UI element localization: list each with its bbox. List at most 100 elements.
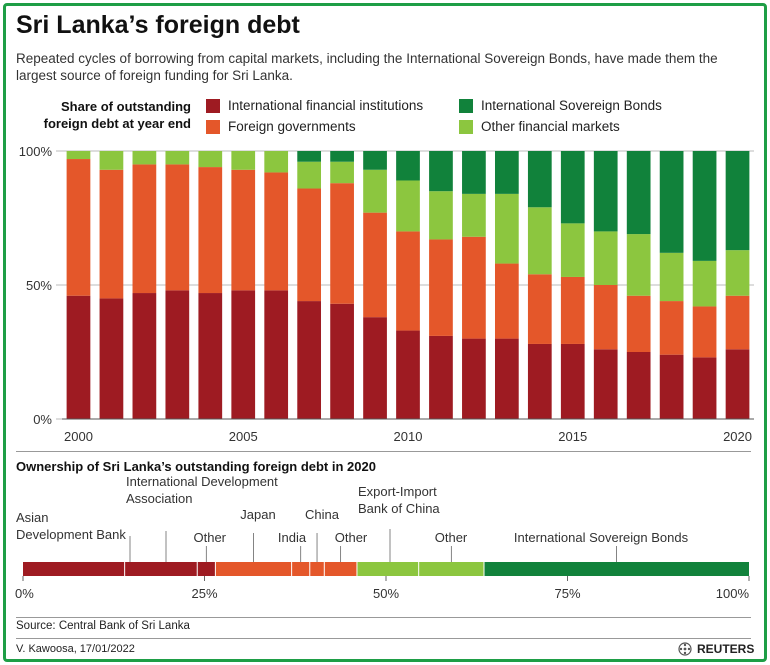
segment-3 — [215, 562, 292, 576]
ownership-tick-label: 75% — [554, 586, 580, 601]
bar-ifi-2015 — [560, 343, 585, 419]
segment-4 — [291, 562, 310, 576]
bar-ifi-2005 — [231, 290, 256, 419]
bar-ifi-2006 — [264, 290, 289, 419]
chart-frame: Sri Lanka’s foreign debt Repeated cycles… — [3, 3, 767, 662]
chart-subtitle: Repeated cycles of borrowing from capita… — [16, 51, 718, 83]
segment-label: Other — [435, 530, 468, 545]
bar-fg-2012 — [462, 236, 486, 339]
bar-fg-2011 — [429, 239, 453, 336]
bar-ofm-2009 — [363, 169, 387, 213]
bar-isb-2012 — [462, 151, 486, 194]
bar-isb-2007 — [297, 151, 322, 162]
bar-ifi-2001 — [99, 298, 124, 419]
source-note: Source: Central Bank of Sri Lanka — [16, 620, 190, 632]
bar-ofm-2016 — [593, 231, 618, 285]
bar-ofm-2003 — [165, 151, 190, 165]
segment-label: India — [278, 530, 307, 545]
legend-item-ofm: Other financial markets — [459, 119, 620, 134]
bar-ifi-2012 — [462, 338, 486, 419]
bar-ifi-2000 — [66, 295, 91, 419]
bar-ifi-2016 — [593, 349, 618, 419]
chart-title: Sri Lanka’s foreign debt — [16, 11, 300, 39]
bar-ifi-2007 — [297, 301, 322, 419]
ownership-bar-chart: Asian Development Bank International Devel… — [15, 474, 750, 601]
ownership-section-title: Ownership of Sri Lanka’s outstanding for… — [16, 459, 376, 474]
legend-swatch-isb — [459, 98, 473, 113]
bar-ifi-2009 — [363, 317, 387, 419]
legend-label-isb: International Sovereign Bonds — [481, 98, 662, 113]
bar-isb-2020 — [725, 151, 750, 251]
bar-ofm-2012 — [462, 193, 486, 237]
segment-label: International Development — [126, 474, 278, 489]
segment-label: China — [305, 507, 340, 522]
footer-divider — [16, 638, 751, 639]
ownership-tick-label: 25% — [191, 586, 217, 601]
bar-ofm-2020 — [725, 250, 750, 296]
y-tick-label: 100% — [19, 144, 53, 159]
x-tick-label: 2020 — [723, 429, 752, 444]
bar-fg-2008 — [330, 183, 354, 304]
bar-fg-2014 — [527, 274, 552, 344]
bar-isb-2014 — [527, 151, 552, 208]
segment-1 — [124, 562, 198, 576]
bar-isb-2018 — [659, 151, 684, 253]
legend-title: Share of outstanding foreign debt at yea… — [21, 98, 191, 132]
bar-fg-2009 — [363, 212, 387, 318]
legend-item-isb: International Sovereign Bonds — [459, 98, 662, 113]
brand-logo: REUTERS — [678, 642, 754, 656]
legend-item-ifi: International financial institutions — [206, 98, 423, 113]
segment-label-line2: Association — [126, 491, 192, 506]
segment-8 — [418, 562, 485, 576]
segment-label: Other — [335, 530, 368, 545]
bar-fg-2016 — [593, 285, 618, 350]
legend-label-fg: Foreign governments — [228, 119, 356, 134]
segment-6 — [324, 562, 357, 576]
bar-ofm-2007 — [297, 161, 322, 189]
bar-ofm-2013 — [494, 193, 519, 264]
bar-ofm-2001 — [99, 151, 124, 170]
bar-ifi-2011 — [429, 335, 453, 419]
reuters-icon — [678, 642, 692, 656]
bar-ofm-2010 — [396, 180, 420, 232]
bar-ofm-2006 — [264, 151, 289, 173]
ownership-tick-label: 0% — [15, 586, 34, 601]
bar-fg-2000 — [66, 159, 91, 296]
segment-label: International Sovereign Bonds — [514, 530, 689, 545]
legend-label-ifi: International financial institutions — [228, 98, 424, 113]
bar-fg-2004 — [198, 167, 223, 294]
bar-fg-2010 — [396, 231, 420, 331]
bar-ofm-2004 — [198, 151, 223, 168]
x-tick-label: 2000 — [64, 429, 93, 444]
bar-isb-2017 — [626, 151, 651, 235]
bar-fg-2007 — [297, 188, 322, 302]
bar-fg-2020 — [725, 295, 750, 350]
segment-7 — [356, 562, 419, 576]
bar-isb-2011 — [429, 151, 453, 192]
section-divider — [16, 451, 751, 452]
bar-ifi-2008 — [330, 303, 354, 419]
y-tick-label: 50% — [26, 278, 52, 293]
bar-ofm-2005 — [231, 151, 256, 170]
bar-fg-2002 — [132, 164, 157, 294]
brand-name: REUTERS — [697, 642, 755, 656]
bar-ifi-2019 — [692, 357, 717, 419]
legend-swatch-ofm — [459, 119, 473, 134]
bar-isb-2019 — [692, 151, 717, 261]
bar-fg-2005 — [231, 169, 256, 291]
bar-ifi-2003 — [165, 290, 190, 419]
bar-fg-2013 — [494, 263, 519, 339]
segment-5 — [309, 562, 325, 576]
y-tick-label: 0% — [33, 412, 52, 427]
bar-isb-2015 — [560, 151, 585, 224]
segment-label: Japan — [240, 507, 275, 522]
bar-ifi-2002 — [132, 293, 157, 419]
segment-9 — [484, 562, 749, 576]
bar-ofm-2008 — [330, 161, 354, 184]
legend-swatch-fg — [206, 119, 220, 134]
bar-isb-2008 — [330, 151, 354, 162]
x-tick-label: 2010 — [394, 429, 423, 444]
bar-ifi-2017 — [626, 352, 651, 419]
bar-ofm-2018 — [659, 252, 684, 302]
segment-label: Other — [193, 530, 226, 545]
